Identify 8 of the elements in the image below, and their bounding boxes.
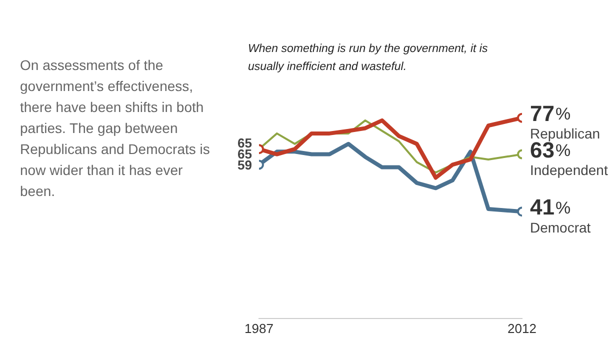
x-tick-label: 2012 — [508, 320, 536, 336]
text: On assessments of the government’s effectiveness, there have been shifts in both parties. The gap between Republicans and Democrats is now wider than it has ever been. — [20, 56, 211, 201]
chart-title: When something is run by the government, it is usually inefficient and wasteful. — [248, 42, 489, 75]
x-tick-label: 1987 — [244, 320, 274, 336]
series-label: Independent — [530, 162, 608, 178]
data-label: 77% — [530, 100, 571, 126]
series-label: Democrat — [530, 219, 591, 236]
data-label: 41% — [530, 194, 571, 220]
